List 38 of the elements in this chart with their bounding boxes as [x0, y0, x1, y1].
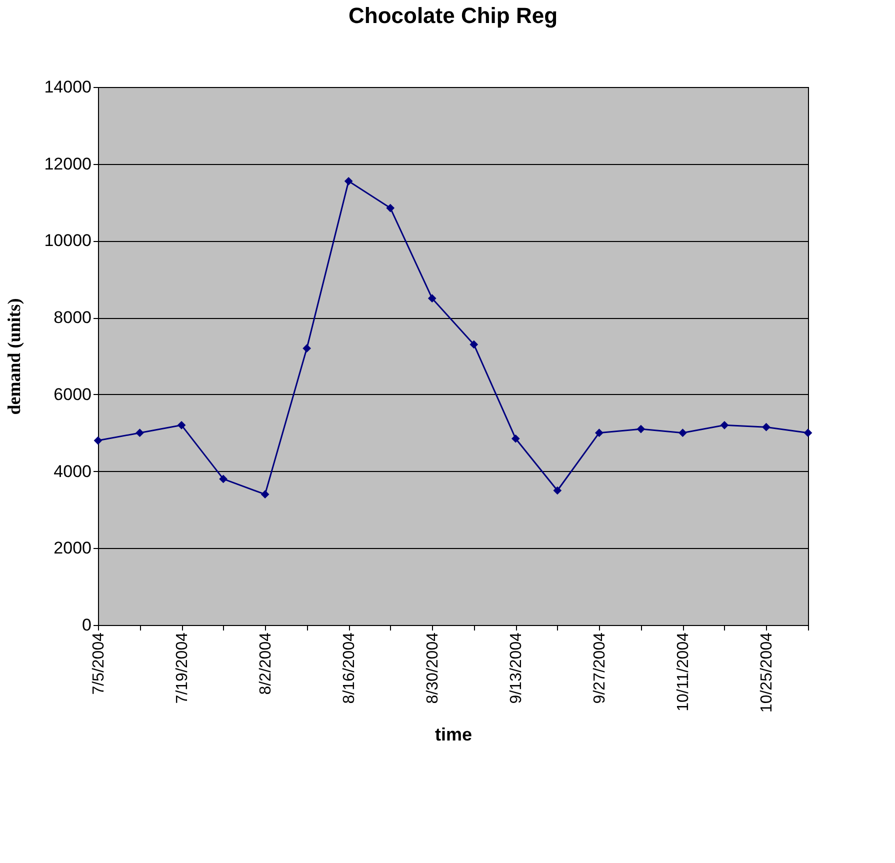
point — [344, 176, 353, 186]
point — [136, 428, 144, 438]
y-tick-label: 6000 — [54, 384, 92, 404]
point — [428, 294, 436, 303]
y-tick-label: 14000 — [44, 78, 92, 96]
point — [762, 422, 770, 432]
point — [177, 420, 186, 430]
point — [804, 428, 812, 438]
point — [511, 434, 520, 443]
y-tick-label: 0 — [82, 616, 92, 634]
x-tick-label: 8/16/2004 — [341, 632, 358, 704]
point — [553, 486, 562, 495]
point — [302, 344, 312, 352]
x-axis-title: time — [434, 724, 472, 745]
y-axis-title: demand (units) — [4, 298, 24, 415]
y-tick-label: 12000 — [44, 154, 92, 174]
point — [386, 204, 395, 212]
y-tick-label: 10000 — [44, 231, 92, 250]
x-tick-label: 8/2/2004 — [258, 632, 275, 695]
point — [94, 436, 102, 445]
x-tick-label: 7/5/2004 — [90, 632, 108, 695]
y-tick-label: 4000 — [54, 462, 92, 481]
chart-title: Chocolate Chip Reg — [348, 3, 558, 28]
point — [594, 428, 604, 438]
x-tick-label: 10/11/2004 — [675, 632, 692, 712]
y-tick-label: 2000 — [54, 538, 92, 558]
point — [678, 428, 687, 438]
point — [260, 490, 270, 499]
point — [636, 424, 646, 434]
x-tick-label: 10/25/2004 — [758, 632, 776, 713]
x-tick-label: 8/30/2004 — [424, 632, 442, 704]
x-tick-label: 9/13/2004 — [508, 632, 526, 704]
point — [219, 474, 228, 484]
y-tick-label: 8000 — [54, 308, 92, 328]
point — [470, 340, 478, 349]
x-tick-label: 9/27/2004 — [592, 632, 609, 704]
point — [720, 420, 729, 430]
x-tick-label: 7/19/2004 — [174, 632, 192, 704]
